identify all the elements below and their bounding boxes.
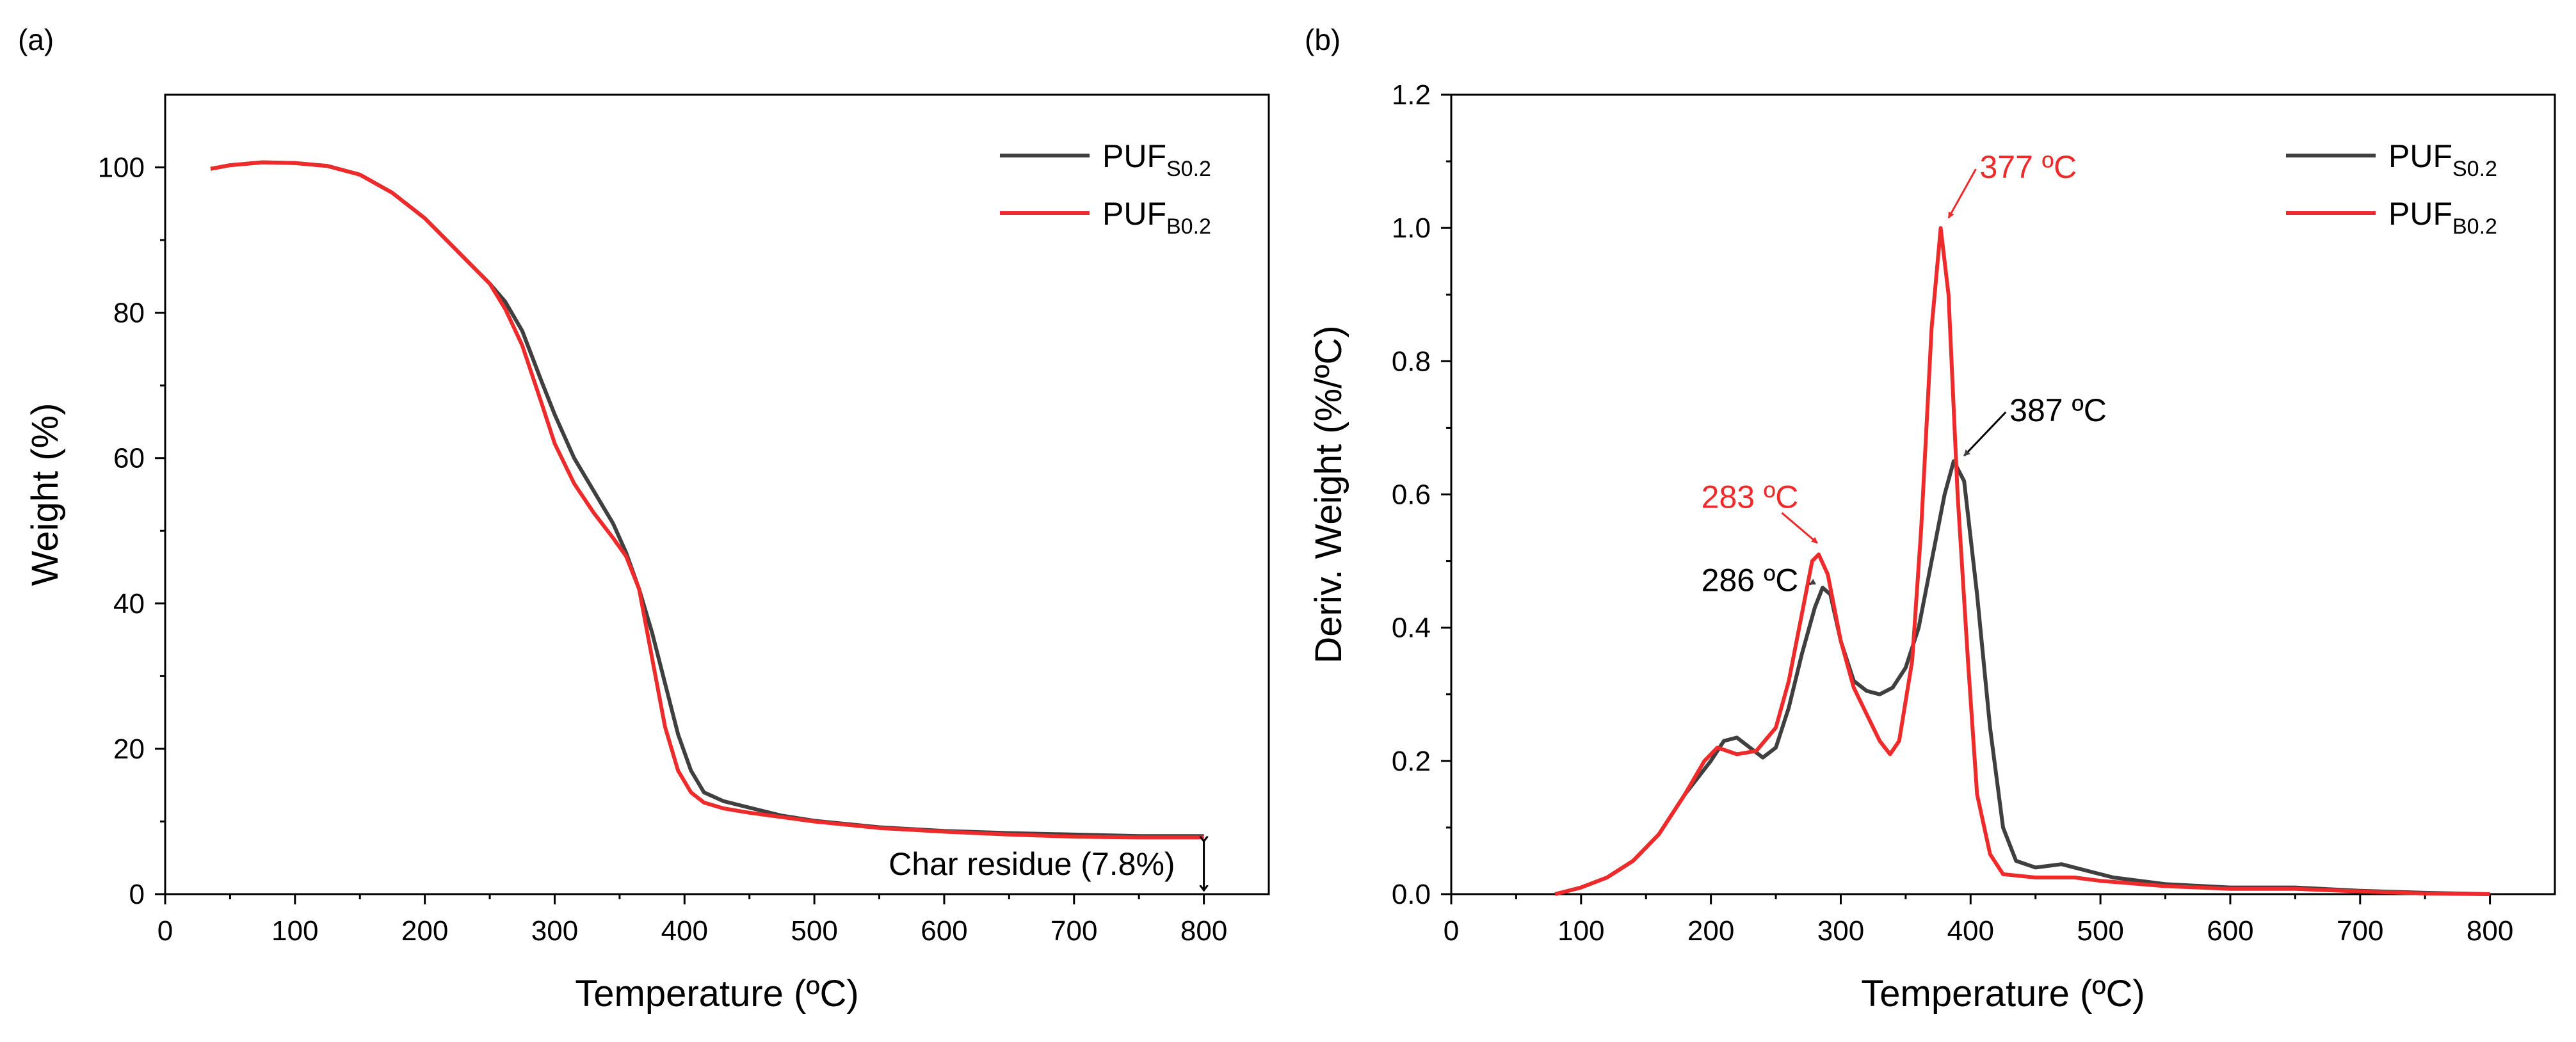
x-tick-label: 100 bbox=[1558, 915, 1604, 947]
legend-subscript: B0.2 bbox=[2452, 214, 2497, 239]
peak-arrow bbox=[1947, 168, 1977, 219]
legend-label: PUFB0.2 bbox=[2388, 196, 2497, 239]
x-tick-label: 800 bbox=[1180, 915, 1227, 947]
y-axis-label: Deriv. Weight (%/ºC) bbox=[1308, 325, 1349, 663]
y-tick-label: 1.2 bbox=[1392, 79, 1431, 111]
x-tick-label: 700 bbox=[1051, 915, 1097, 947]
legend-name: PUF bbox=[1102, 138, 1166, 174]
y-tick-label: 40 bbox=[113, 588, 145, 620]
x-axis-label: Temperature (ºC) bbox=[1861, 973, 2145, 1014]
x-tick-label: 0 bbox=[1444, 915, 1459, 947]
y-tick-label: 0.0 bbox=[1392, 879, 1431, 910]
x-axis-label: Temperature (ºC) bbox=[575, 973, 858, 1014]
x-tick-label: 200 bbox=[1687, 915, 1734, 947]
y-tick-label: 20 bbox=[113, 733, 145, 765]
y-tick-label: 100 bbox=[98, 152, 145, 184]
series-line-s02 bbox=[210, 160, 1204, 838]
x-tick-label: 400 bbox=[1947, 915, 1994, 947]
y-axis-label: Weight (%) bbox=[24, 403, 66, 586]
peak-label: 377 ºC bbox=[1979, 149, 2077, 185]
legend-subscript: S0.2 bbox=[1166, 157, 1211, 181]
legend-label: PUFS0.2 bbox=[2388, 138, 2497, 181]
peak-label: 286 ºC bbox=[1702, 562, 1799, 598]
y-tick-label: 80 bbox=[113, 298, 145, 329]
x-tick-label: 100 bbox=[271, 915, 318, 947]
chart-panel-a: (a) 0 100 200 300 400 500 600 700 800 0 20 40 60 80 100… bbox=[18, 23, 1270, 1014]
x-tick-label: 700 bbox=[2337, 915, 2383, 947]
x-tick-label: 400 bbox=[661, 915, 708, 947]
series-line-b02 bbox=[210, 160, 1204, 840]
x-tick-label: 800 bbox=[2467, 915, 2513, 947]
legend-label: PUFB0.2 bbox=[1102, 196, 1211, 239]
panel-label: (b) bbox=[1305, 23, 1340, 56]
x-tick-label: 500 bbox=[2077, 915, 2123, 947]
x-tick-label: 300 bbox=[531, 915, 578, 947]
peak-arrow bbox=[1808, 579, 1817, 586]
legend-subscript: B0.2 bbox=[1166, 214, 1211, 239]
series-line-b02 bbox=[1554, 226, 2490, 896]
x-tick-label: 600 bbox=[921, 915, 967, 947]
y-tick-label: 0.8 bbox=[1392, 346, 1431, 377]
y-tick-label: 1.0 bbox=[1392, 212, 1431, 244]
legend-name: PUF bbox=[2388, 196, 2452, 232]
x-tick-label: 0 bbox=[157, 915, 173, 947]
legend-name: PUF bbox=[1102, 196, 1166, 232]
chart-panel-b: (b) 0 100 200 300 400 500 600 700 800 0.0 0.2 0.4 0.6… bbox=[1305, 23, 2556, 1014]
plot-frame bbox=[164, 93, 1270, 895]
y-tick-label: 0.2 bbox=[1392, 746, 1431, 777]
char-residue-label: Char residue (7.8%) bbox=[889, 846, 1175, 882]
series-line-s02 bbox=[1554, 459, 2490, 896]
y-tick-label: 0.6 bbox=[1392, 479, 1431, 511]
peak-label: 387 ºC bbox=[2009, 392, 2107, 428]
y-tick-label: 0 bbox=[129, 879, 145, 910]
legend-label: PUFS0.2 bbox=[1102, 138, 1211, 181]
x-tick-label: 200 bbox=[401, 915, 448, 947]
peak-arrow bbox=[1781, 512, 1818, 544]
x-tick-label: 600 bbox=[2207, 915, 2253, 947]
peak-arrow bbox=[1963, 411, 2007, 457]
x-tick-label: 500 bbox=[791, 915, 837, 947]
peak-label: 283 ºC bbox=[1702, 479, 1799, 515]
y-tick-label: 60 bbox=[113, 443, 145, 474]
legend-subscript: S0.2 bbox=[2452, 157, 2497, 181]
y-tick-label: 0.4 bbox=[1392, 613, 1431, 644]
legend-name: PUF bbox=[2388, 138, 2452, 174]
panel-label: (a) bbox=[18, 23, 54, 56]
x-tick-label: 300 bbox=[1817, 915, 1864, 947]
